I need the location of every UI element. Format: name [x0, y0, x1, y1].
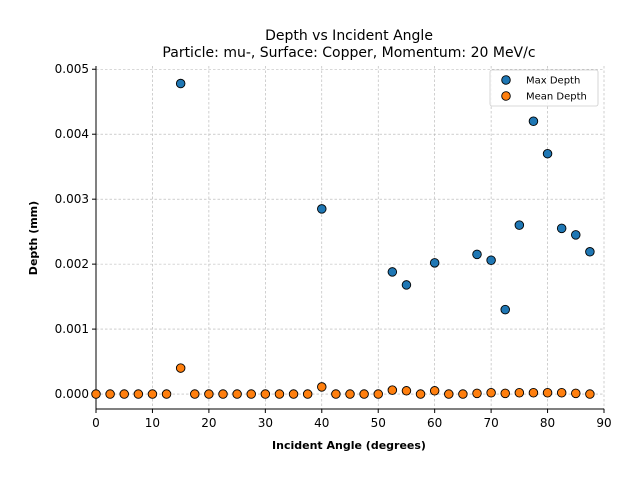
mean-depth-point	[444, 389, 454, 399]
mean-depth-point	[500, 388, 510, 399]
x-tick-label: 60	[427, 416, 442, 430]
mean-depth-point	[302, 389, 313, 399]
mean-depth-point	[528, 388, 539, 398]
chart-title: Depth vs Incident Angle	[265, 28, 433, 44]
x-tick-label: 20	[201, 416, 216, 430]
mean-depth-point	[542, 388, 553, 398]
x-tick-label: 0	[92, 416, 100, 430]
x-tick-label: 90	[596, 416, 611, 430]
legend-marker-mean-depth	[501, 91, 511, 101]
max-depth-point	[585, 247, 595, 257]
data-points	[91, 78, 595, 399]
x-tick-label: 10	[145, 416, 160, 430]
mean-depth-point	[387, 385, 398, 395]
mean-depth-point	[514, 388, 525, 398]
x-axis-label: Incident Angle (degrees)	[272, 439, 426, 452]
mean-depth-point	[571, 388, 581, 399]
max-depth-point	[486, 255, 496, 265]
max-depth-point	[571, 230, 581, 240]
mean-depth-point	[274, 389, 285, 399]
legend: Max Depth Mean Depth	[489, 69, 599, 107]
mean-depth-point	[190, 389, 200, 399]
max-depth-point	[500, 304, 510, 315]
mean-depth-point	[458, 389, 468, 399]
max-depth-point	[317, 204, 327, 214]
mean-depth-point	[246, 389, 256, 399]
max-depth-point	[175, 78, 186, 89]
mean-depth-point	[175, 363, 186, 373]
max-depth-point	[528, 116, 539, 126]
y-tick-label: 0.005	[55, 62, 89, 76]
y-tick-label: 0.001	[55, 322, 89, 336]
mean-depth-point	[218, 389, 228, 399]
mean-depth-point	[345, 389, 355, 399]
mean-depth-point	[105, 389, 115, 399]
legend-label-max-depth: Max Depth	[526, 76, 580, 87]
max-depth-point	[401, 280, 412, 290]
x-tick-label: 30	[258, 416, 273, 430]
max-depth-point	[472, 249, 482, 260]
x-tick-label: 50	[371, 416, 386, 430]
mean-depth-point	[373, 389, 383, 399]
mean-depth-point	[232, 389, 242, 399]
mean-depth-point	[429, 386, 440, 396]
mean-depth-point	[91, 389, 101, 399]
ticks: 0 10 20 30 40 50 60 70 80 90 0.000 0.001 0.002 0.003 0…	[55, 62, 612, 430]
max-depth-point	[514, 220, 525, 230]
y-axis-label: Depth (mm)	[27, 201, 40, 275]
y-tick-label: 0.004	[55, 127, 89, 141]
mean-depth-point	[556, 388, 567, 398]
mean-depth-point	[486, 388, 496, 398]
axes	[95, 66, 604, 410]
y-tick-label: 0.002	[55, 257, 89, 271]
chart-subtitle: Particle: mu-, Surface: Copper, Momentum…	[162, 45, 535, 61]
mean-depth-point	[585, 389, 595, 399]
mean-depth-point	[147, 389, 158, 399]
mean-depth-point	[317, 382, 327, 392]
x-tick-label: 70	[483, 416, 498, 430]
max-depth-point	[429, 258, 440, 268]
mean-depth-point	[288, 389, 299, 399]
mean-depth-point	[415, 389, 426, 399]
max-depth-point	[387, 267, 398, 277]
mean-depth-point	[161, 389, 172, 399]
legend-label-mean-depth: Mean Depth	[526, 92, 587, 103]
mean-depth-point	[331, 389, 341, 399]
x-tick-label: 40	[314, 416, 329, 430]
mean-depth-point	[472, 388, 482, 399]
x-tick-label: 80	[540, 416, 555, 430]
legend-marker-max-depth	[501, 75, 511, 85]
legend-box	[489, 69, 599, 107]
mean-depth-point	[260, 389, 271, 399]
max-depth-point	[542, 148, 553, 159]
y-tick-label: 0.003	[55, 192, 89, 206]
y-tick-label: 0.000	[55, 387, 89, 401]
mean-depth-point	[359, 389, 369, 399]
max-depth-point	[556, 223, 567, 234]
mean-depth-point	[133, 389, 144, 399]
mean-depth-point	[401, 386, 412, 396]
mean-depth-point	[119, 389, 129, 399]
mean-depth-point	[204, 389, 214, 399]
